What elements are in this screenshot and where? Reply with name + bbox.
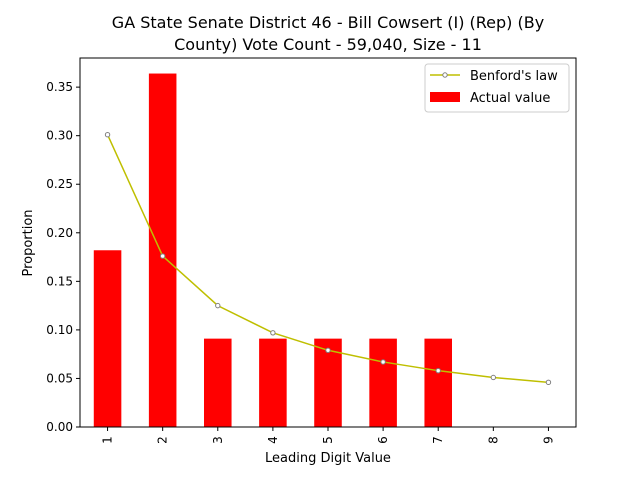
y-axis-ticks: 0.00 0.05 0.10 0.15 0.20 0.25 0.30 0.35 bbox=[46, 80, 80, 434]
x-axis-ticks: 1 2 3 4 5 6 7 8 9 bbox=[101, 427, 555, 444]
x-tick-label: 5 bbox=[321, 436, 335, 444]
y-tick-label: 0.20 bbox=[46, 226, 73, 240]
y-tick-label: 0.05 bbox=[46, 371, 73, 385]
bar-digit-3 bbox=[204, 338, 232, 427]
x-tick-label: 8 bbox=[486, 436, 500, 444]
x-tick-label: 6 bbox=[376, 436, 390, 444]
bar-digit-6 bbox=[369, 338, 397, 427]
y-tick-label: 0.25 bbox=[46, 177, 73, 191]
benford-point-digit-9 bbox=[545, 379, 552, 386]
bar-digit-7 bbox=[424, 338, 452, 427]
benford-point-digit-1 bbox=[104, 132, 111, 138]
legend-bar-swatch bbox=[430, 92, 460, 102]
legend-label-benford: Benford's law bbox=[470, 69, 558, 84]
benford-line-group bbox=[104, 132, 552, 386]
y-tick-label: 0.35 bbox=[46, 80, 73, 94]
x-tick-label: 9 bbox=[541, 436, 555, 444]
benford-point-digit-8 bbox=[490, 374, 497, 381]
benford-point-digit-6 bbox=[380, 359, 386, 365]
bar-digit-5 bbox=[314, 338, 342, 427]
y-tick-label: 0.10 bbox=[46, 323, 73, 337]
bar-group bbox=[93, 73, 452, 428]
chart-title-line-2: County) Vote Count - 59,040, Size - 11 bbox=[174, 35, 482, 54]
legend-label-actual: Actual value bbox=[470, 91, 550, 106]
legend-marker-swatch bbox=[442, 72, 448, 78]
bar-digit-4 bbox=[259, 338, 287, 427]
legend: Benford's law Actual value bbox=[424, 63, 570, 113]
y-tick-label: 0.15 bbox=[46, 274, 73, 288]
x-tick-label: 2 bbox=[156, 436, 170, 444]
y-axis-label: Proportion bbox=[21, 209, 36, 276]
legend-box bbox=[424, 63, 570, 113]
benford-point-digit-2 bbox=[159, 253, 166, 259]
x-tick-label: 7 bbox=[431, 436, 445, 444]
x-tick-label: 4 bbox=[266, 436, 280, 444]
y-tick-label: 0.00 bbox=[46, 420, 73, 434]
benford-point-digit-4 bbox=[270, 330, 276, 336]
plot-frame bbox=[79, 57, 577, 428]
benford-point-digit-5 bbox=[325, 347, 331, 353]
y-tick-label: 0.30 bbox=[46, 129, 73, 143]
benford-point-digit-3 bbox=[215, 302, 221, 309]
bar-digit-2 bbox=[148, 73, 177, 428]
x-tick-label: 1 bbox=[101, 436, 115, 444]
x-axis-label: Leading Digit Value bbox=[265, 451, 391, 466]
bar-digit-1 bbox=[93, 250, 122, 427]
x-tick-label: 3 bbox=[211, 436, 225, 444]
benford-point-digit-7 bbox=[435, 367, 441, 374]
chart-title-line-1: GA State Senate District 46 - Bill Cowse… bbox=[112, 13, 544, 32]
